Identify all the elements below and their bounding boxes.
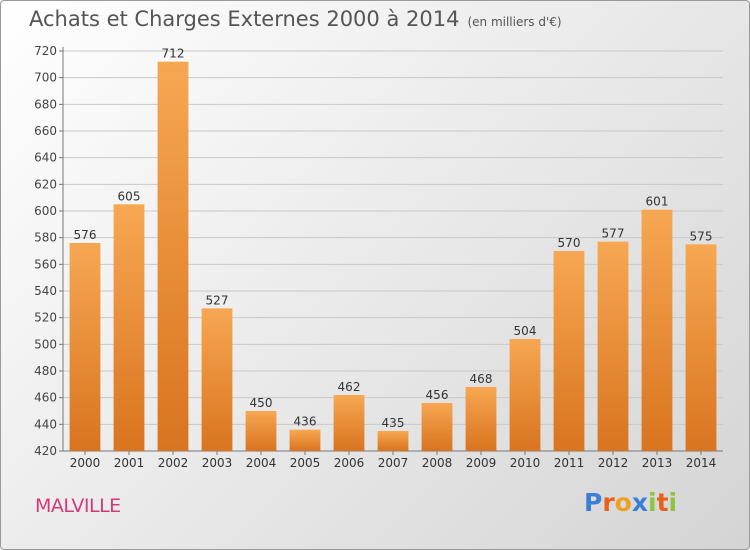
bar xyxy=(597,241,629,451)
x-tick-label: 2001 xyxy=(114,456,145,470)
x-tick-label: 2010 xyxy=(510,456,541,470)
bar xyxy=(245,411,277,451)
bar-value-label: 435 xyxy=(382,416,405,430)
bar xyxy=(685,244,717,451)
bar-value-label: 601 xyxy=(646,195,669,209)
bar xyxy=(465,387,497,451)
x-tick-label: 2004 xyxy=(246,456,277,470)
y-tick-label: 640 xyxy=(34,151,57,165)
y-tick-label: 540 xyxy=(34,284,57,298)
bar xyxy=(113,204,145,451)
bar xyxy=(69,243,101,451)
bar xyxy=(157,61,189,452)
title-text: Achats et Charges Externes 2000 à 2014 xyxy=(29,7,460,31)
x-tick-label: 2009 xyxy=(466,456,497,470)
bar xyxy=(377,431,409,451)
bar xyxy=(421,403,453,451)
bar-value-label: 450 xyxy=(250,396,273,410)
brand-logo-letter: r xyxy=(602,488,615,517)
brand-logo-letter: o xyxy=(614,488,632,517)
y-tick-label: 600 xyxy=(34,204,57,218)
city-name: MALVILLE xyxy=(35,495,121,517)
x-tick-label: 2007 xyxy=(378,456,409,470)
y-tick-label: 580 xyxy=(34,231,57,245)
bar-value-label: 575 xyxy=(690,229,713,243)
axis-layer: 420 440 460 480 500 520 540 560 580 600 620 640 660 6… xyxy=(34,44,723,470)
bar-value-label: 527 xyxy=(206,293,229,307)
y-tick-label: 560 xyxy=(34,257,57,271)
y-tick-label: 680 xyxy=(34,97,57,111)
x-tick-label: 2006 xyxy=(334,456,365,470)
bar xyxy=(553,251,585,451)
brand-logo-letter: P xyxy=(584,488,603,517)
y-tick-label: 440 xyxy=(34,417,57,431)
bar xyxy=(333,395,365,451)
y-tick-label: 480 xyxy=(34,364,57,378)
y-tick-label: 700 xyxy=(34,71,57,85)
brand-logo-letter: i xyxy=(648,488,657,517)
x-tick-label: 2008 xyxy=(422,456,453,470)
x-tick-label: 2013 xyxy=(642,456,673,470)
brand-logo-letter: i xyxy=(668,488,678,517)
x-tick-label: 2014 xyxy=(686,456,717,470)
y-tick-label: 420 xyxy=(34,444,57,458)
bar-layer: 576 605 712 527 450 436 462 435 456 468 504 570 577 6… xyxy=(69,47,717,452)
x-tick-label: 2002 xyxy=(158,456,189,470)
x-tick-label: 2000 xyxy=(70,456,101,470)
bar xyxy=(289,429,321,451)
y-tick-label: 460 xyxy=(34,391,57,405)
bar-value-label: 605 xyxy=(118,189,141,203)
x-tick-label: 2003 xyxy=(202,456,233,470)
y-tick-label: 500 xyxy=(34,337,57,351)
bar-value-label: 577 xyxy=(602,227,625,241)
bar-value-label: 504 xyxy=(514,324,537,338)
bar-value-label: 712 xyxy=(162,47,185,61)
y-tick-label: 720 xyxy=(34,44,57,58)
brand-logo-letter: x xyxy=(631,488,648,517)
bar xyxy=(201,308,233,451)
x-tick-label: 2011 xyxy=(554,456,585,470)
x-tick-label: 2012 xyxy=(598,456,629,470)
bar-value-label: 436 xyxy=(294,415,317,429)
y-tick-label: 660 xyxy=(34,124,57,138)
bar-value-label: 570 xyxy=(558,236,581,250)
x-tick-label: 2005 xyxy=(290,456,321,470)
y-tick-label: 620 xyxy=(34,177,57,191)
chart-title: Achats et Charges Externes 2000 à 2014 (e… xyxy=(29,7,562,31)
brand-logo: Proxiti xyxy=(584,488,677,517)
bar-value-label: 456 xyxy=(426,388,449,402)
title-unit: (en milliers d'€) xyxy=(467,15,562,29)
bar-value-label: 576 xyxy=(74,228,97,242)
bar xyxy=(509,339,541,451)
bar-value-label: 462 xyxy=(338,380,361,394)
bar xyxy=(641,209,673,451)
y-tick-label: 520 xyxy=(34,311,57,325)
brand-logo-letter: t xyxy=(656,488,669,517)
bar-value-label: 468 xyxy=(470,372,493,386)
